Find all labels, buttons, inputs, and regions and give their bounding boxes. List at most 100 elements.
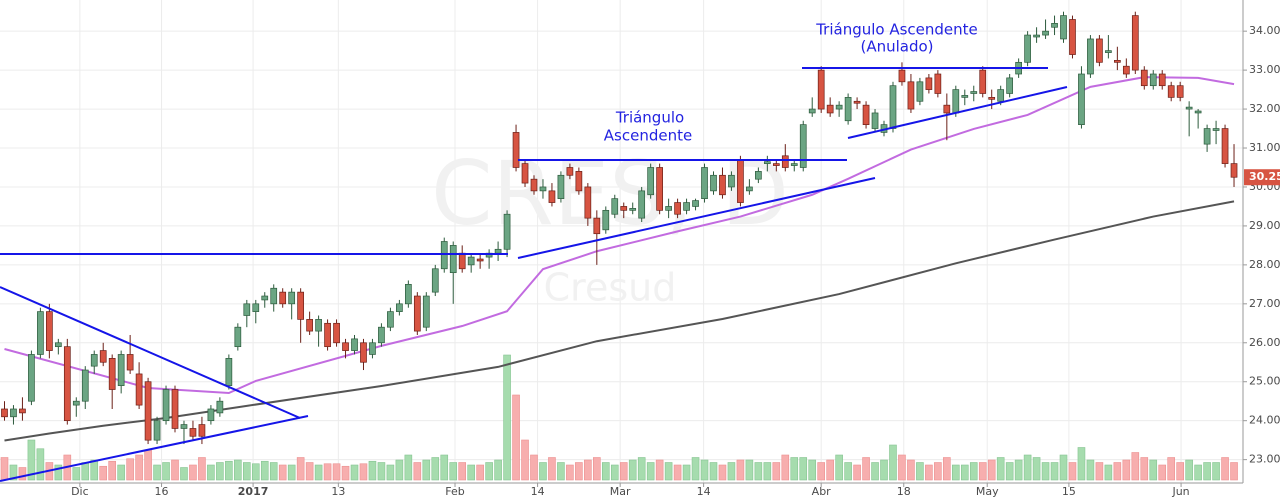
volume-bar <box>799 457 808 481</box>
volume-bar <box>341 465 350 481</box>
candle-body <box>126 354 134 371</box>
candle-body <box>952 89 960 114</box>
volume-bar <box>664 462 673 481</box>
candle-body <box>180 424 188 429</box>
volume-bar <box>431 457 440 481</box>
candle-body <box>270 287 278 305</box>
candle-body <box>665 206 672 211</box>
volume-bar <box>987 459 996 481</box>
candle-body <box>629 208 637 211</box>
candle-body <box>647 167 655 196</box>
candle-body <box>656 167 663 211</box>
candle-body <box>333 322 340 344</box>
volume-bar <box>1095 462 1104 481</box>
candle-body <box>467 256 475 266</box>
candle-body <box>979 69 987 94</box>
volume-bar <box>1122 459 1131 481</box>
candle-body <box>458 252 466 270</box>
candle-body <box>719 174 726 196</box>
candle-body <box>297 291 305 320</box>
candle-body <box>772 163 780 166</box>
y-tick-label: 26.00 <box>1249 336 1280 349</box>
candle-body <box>763 161 771 164</box>
volume-bar <box>296 457 305 481</box>
candle-body <box>844 97 852 122</box>
volume-bar <box>323 463 332 481</box>
candle-body <box>1194 110 1202 114</box>
volume-bar <box>314 464 323 481</box>
volume-bar <box>198 457 206 481</box>
candle-body <box>413 295 421 332</box>
volume-bar <box>1023 454 1032 481</box>
volume-bar <box>0 457 9 481</box>
x-tick-label: 14 <box>697 485 711 498</box>
candle-body <box>988 97 996 100</box>
candle-body <box>557 174 565 200</box>
last-price-label: 30.25 <box>1249 170 1280 183</box>
candle-body <box>781 155 789 168</box>
volume-bar <box>81 462 90 481</box>
candle-body <box>189 428 197 437</box>
volume-bar <box>925 464 933 481</box>
candle-body <box>683 202 690 211</box>
volume-bar <box>99 465 108 481</box>
volume-bar <box>180 467 188 481</box>
candle-body <box>1 408 8 418</box>
volume-bar <box>907 459 915 481</box>
x-tick-label: Jun <box>1171 485 1189 498</box>
volume-bar <box>934 462 942 481</box>
volume-bar <box>449 462 458 481</box>
volume-bar <box>350 464 359 481</box>
x-tick-label: Dic <box>71 485 89 498</box>
candle-body <box>997 89 1005 102</box>
volume-bar <box>619 462 628 481</box>
volume-bar <box>682 464 691 481</box>
candle-body <box>1131 15 1139 71</box>
volume-bar <box>162 462 170 481</box>
volume-bar <box>171 459 179 481</box>
volume-bar <box>844 462 852 481</box>
volume-bar <box>593 457 601 481</box>
candle-body <box>728 174 735 188</box>
volume-bar <box>960 464 969 481</box>
candle-body <box>117 354 125 386</box>
volume-bar <box>1014 459 1023 481</box>
volume-bar <box>1203 462 1211 481</box>
volume-bar <box>117 464 125 481</box>
volume-bar <box>916 462 924 481</box>
volume-bar <box>584 459 592 481</box>
volume-bar <box>368 460 377 481</box>
candle-body <box>90 354 98 367</box>
candle-body <box>279 291 287 305</box>
volume-bar <box>969 462 978 481</box>
volume-bar <box>476 464 484 481</box>
candle-body <box>252 303 260 312</box>
volume-bar <box>566 464 574 481</box>
price-axis-bg <box>1243 0 1280 500</box>
volume-bar <box>54 464 63 481</box>
volume-bar <box>853 464 861 481</box>
trendline <box>517 177 876 259</box>
x-tick-label: Feb <box>445 485 464 498</box>
volume-bar <box>709 462 718 481</box>
volume-bar <box>1212 462 1220 481</box>
candle-body <box>611 198 619 215</box>
volume-bar <box>278 464 287 481</box>
volume-bar <box>332 463 341 481</box>
candle-body <box>440 241 448 270</box>
axes: 23.0024.0025.0026.0027.0028.0029.0030.00… <box>71 24 1280 498</box>
y-tick-label: 33.00 <box>1249 63 1280 76</box>
annotation: Triángulo Ascendente <box>815 21 978 39</box>
volume-bar <box>395 459 404 481</box>
candle-body <box>234 326 242 348</box>
volume-bar <box>287 464 296 481</box>
candle-body <box>387 311 394 328</box>
volume-bar <box>422 459 431 481</box>
candle-body <box>422 295 430 328</box>
volume-bar <box>700 459 709 481</box>
candle-body <box>288 291 296 305</box>
candle-body <box>799 124 807 168</box>
volume-bar <box>826 459 834 481</box>
volume-bar <box>898 454 906 481</box>
candle-body <box>898 69 906 83</box>
